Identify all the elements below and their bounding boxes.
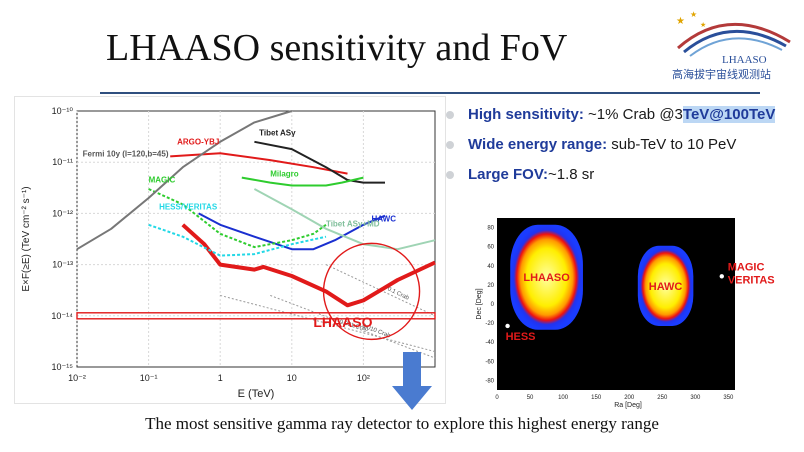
- site-point-hess: [505, 323, 510, 329]
- series-label-hawc: HAWC: [372, 214, 397, 223]
- plot-frame: [76, 110, 436, 368]
- series-label-fermi-10y-l-120-b-45: Fermi 10y (l=120,b=45): [83, 149, 169, 158]
- site-label-word: VERITAS: [728, 274, 775, 286]
- bullet-key: Large FOV:: [468, 166, 549, 183]
- series-line-tibet-as: [254, 140, 385, 184]
- svg-text:★: ★: [676, 16, 685, 27]
- site-label-word: HESS: [506, 331, 536, 343]
- dec-tick-label: -20: [485, 321, 494, 327]
- series-line-milagro: [241, 176, 364, 187]
- dec-tick-label: 80: [487, 226, 494, 232]
- y-tick-label: 10⁻¹¹: [52, 157, 73, 167]
- series-line-tibet-as-md: [253, 188, 436, 251]
- svg-text:★: ★: [700, 21, 706, 29]
- bullet-dot: [446, 111, 454, 119]
- y-tick-label: 10⁻¹⁴: [51, 311, 73, 321]
- series-line-hawc: [198, 212, 386, 251]
- x-tick-label: 1: [218, 373, 223, 383]
- sensitivity-chart: 10⁻² 10⁻¹ 1 10 10² 10⁻¹⁰ 10⁻¹¹ 10⁻¹² 10⁻¹³ 10⁻¹⁴ 1…: [14, 96, 446, 404]
- y-tick-label: 10⁻¹³: [52, 260, 73, 270]
- crab-reference-line: [270, 294, 436, 359]
- x-tick-label: 10: [287, 373, 297, 383]
- fov-region-hawc: [637, 245, 694, 326]
- dec-tick-label: 60: [487, 245, 494, 251]
- y-tick-label: 10⁻¹²: [52, 208, 73, 218]
- ra-tick-label: 350: [723, 395, 734, 401]
- sensitivity-highlight-band: [76, 312, 436, 320]
- dec-tick-label: 40: [487, 264, 494, 270]
- ra-tick-label: 50: [527, 395, 534, 401]
- logo-subtitle: 高海拔宇宙线观测站: [672, 67, 771, 81]
- ra-axis-label: Ra [Deg]: [614, 402, 642, 409]
- highlight-circle: [322, 242, 421, 341]
- fov-label-lhaaso: LHAASO: [523, 272, 570, 284]
- bullet-key: High sensitivity:: [468, 106, 584, 123]
- title-divider: [100, 92, 760, 94]
- x-axis-label: E (TeV): [238, 388, 275, 400]
- crab-reference-line: [220, 294, 436, 353]
- bullet-text: ~1.8 sr: [548, 166, 595, 183]
- ra-tick-label: 250: [657, 395, 668, 401]
- lhaaso-logo: ★ ★ ★ LHAASO 高海拔宇宙线观测站: [672, 10, 791, 81]
- dec-tick-label: -60: [485, 359, 494, 365]
- ra-tick-label: 200: [624, 395, 635, 401]
- bullet-text: ~1% Crab @3: [583, 106, 683, 123]
- bullet-dot: [446, 141, 454, 149]
- ra-tick-label: 100: [558, 395, 569, 401]
- bullet-sensitivity: High sensitivity: ~1% Crab @3TeV@100TeV: [446, 106, 802, 136]
- bullet-energy-range: Wide energy range: sub-TeV to 10 PeV: [446, 136, 802, 166]
- series-label-hess-veritas: HESS/VERITAS: [159, 202, 218, 211]
- series-label-argo-ybj: ARGO-YBJ: [177, 138, 219, 147]
- site-label-word: MAGIC: [728, 261, 765, 273]
- series-line-lhaaso: [181, 223, 436, 308]
- ra-tick-label: 300: [690, 395, 701, 401]
- bullet-fov: Large FOV:~1.8 sr: [446, 166, 802, 196]
- site-label-hess: HESS: [506, 331, 536, 343]
- y-tick-label: 10⁻¹⁵: [52, 362, 74, 372]
- fov-region-lhaaso: [510, 224, 583, 330]
- x-tick-label: 10⁻²: [68, 373, 86, 383]
- bullet-highlight: TeV@100TeV: [682, 106, 776, 123]
- x-tick-label: 10²: [357, 373, 370, 383]
- bullet-text: sub-TeV to 10 PeV: [607, 136, 737, 153]
- x-tick-label: 10⁻¹: [140, 373, 158, 383]
- bullet-list: High sensitivity: ~1% Crab @3TeV@100TeV …: [446, 106, 802, 196]
- logo-text: LHAASO: [722, 54, 767, 66]
- svg-text:★: ★: [690, 10, 697, 19]
- fov-label-hawc: HAWC: [649, 281, 683, 293]
- bullet-dot: [446, 171, 454, 179]
- slide-caption: The most sensitive gamma ray detector to…: [145, 414, 659, 433]
- series-line-fermi-10y-l-120-b-45: [76, 110, 293, 251]
- site-point-magic-veritas: [719, 274, 724, 279]
- y-tick-label: 10⁻¹⁰: [52, 106, 74, 116]
- dec-tick-label: 20: [487, 283, 494, 289]
- y-axis-label: E×F(≥E) (TeV cm⁻² s⁻¹): [21, 186, 32, 291]
- series-label-magic: MAGIC: [149, 176, 176, 185]
- lhaaso-annotation: LHAASO: [313, 314, 372, 330]
- ra-tick-label: 0: [495, 395, 499, 401]
- dec-tick-label: -80: [485, 378, 494, 384]
- bullet-key: Wide energy range:: [468, 136, 608, 153]
- dec-tick-label: 0: [491, 302, 495, 308]
- dec-tick-label: -40: [485, 340, 494, 346]
- slide-title: LHAASO sensitivity and FoV: [106, 27, 568, 69]
- series-label-tibet-as-md: Tibet ASγ+MD: [326, 220, 380, 229]
- ra-tick-label: 150: [591, 395, 602, 401]
- series-label-milagro: Milagro: [270, 170, 299, 179]
- dec-axis-label: Dec [Deg]: [476, 288, 483, 319]
- series-line-hess-veritas: [148, 223, 327, 257]
- down-arrow-icon: [392, 352, 432, 410]
- series-line-magic: [148, 188, 327, 249]
- site-label-magic-veritas: MAGIC VERITAS: [728, 261, 775, 286]
- series-label-tibet-as: Tibet ASγ: [259, 129, 296, 138]
